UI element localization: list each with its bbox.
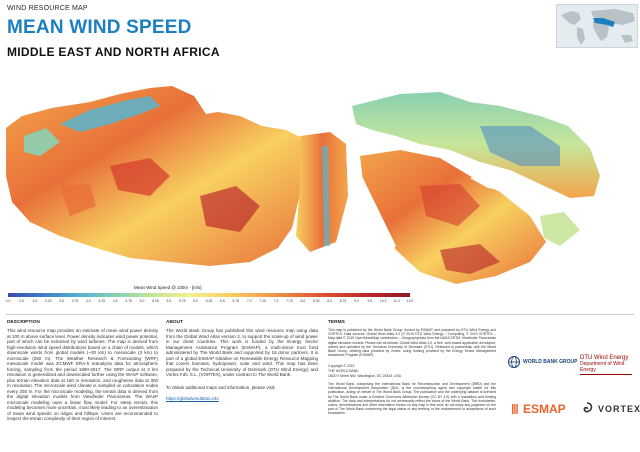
esmap-logo: ESMAP — [512, 402, 566, 416]
vortex-label: VORTEX — [598, 404, 640, 414]
legend-tick-label: 6.75 — [232, 299, 240, 303]
globe-icon — [508, 356, 520, 368]
legend-tick-label: 10.0 — [379, 299, 387, 303]
color-legend: Mean Wind Speed @ 100m - [m/s] 0.0 2.5 3.0… — [4, 285, 414, 307]
copyright: Copyright © 2019 — [328, 364, 355, 368]
legend-tick-label: 6.0 — [193, 299, 198, 303]
wind-speed-map — [0, 66, 640, 294]
legend-tick-label: 3.25 — [44, 299, 52, 303]
legend-tick-label: 11.0 — [393, 299, 400, 303]
legend-tick-label: 4.0 — [86, 299, 91, 303]
dtu-underline — [580, 374, 632, 375]
description-text: This wind resource map provides an estim… — [7, 328, 158, 421]
legend-tick-label: 3.0 — [32, 299, 38, 303]
org-line2: 1818 H Street NW, Washington, DC 20433, … — [328, 374, 401, 378]
legend-tick-label: 8.25 — [312, 299, 320, 303]
legend-tick-label: 8.5 — [327, 299, 332, 303]
dtu-logo: DTU Wind Energy Department of Wind Energ… — [580, 355, 640, 375]
dtu-line1: DTU Wind Energy — [580, 355, 629, 361]
legend-tick-label: 5.0 — [139, 299, 145, 303]
map-kicker: WIND RESOURCE MAP — [7, 5, 88, 12]
legend-tick-label: 6.5 — [220, 299, 225, 303]
vortex-swirl-icon — [583, 402, 593, 413]
vortex-logo: VORTEX — [580, 402, 640, 416]
legend-tick-label: 5.25 — [152, 299, 159, 303]
org-line1: THE WORLD BANK — [328, 369, 359, 373]
terms-heading: TERMS — [328, 320, 345, 325]
about-text: The World Bank Group has published this … — [166, 328, 318, 377]
world-bank-logo: WORLD BANK GROUP — [508, 356, 577, 368]
map-title: MEAN WIND SPEED — [7, 17, 192, 38]
atlas-link[interactable]: https://globalwindatlas.info — [166, 396, 219, 401]
legend-tick-label: 4.25 — [98, 299, 106, 303]
about-heading: ABOUT — [166, 320, 184, 325]
description-heading: DESCRIPTION — [7, 320, 40, 325]
terms-text: This map is published by the World Bank … — [328, 328, 496, 358]
legend-tick-label: 8.75 — [339, 299, 347, 303]
legend-title: Mean Wind Speed @ 100m - [m/s] — [134, 285, 202, 290]
about-more-info: To obtain additional maps and informatio… — [166, 385, 276, 390]
legend-tick-label: 3.5 — [59, 299, 64, 303]
legend-tick-label: 13.0 — [406, 299, 414, 303]
legend-tick-label: 4.5 — [112, 299, 118, 303]
esmap-bars-icon — [512, 404, 518, 414]
locator-inset-map — [556, 4, 638, 48]
legend-tick-label: 3.75 — [71, 299, 79, 303]
legend-tick-label: 9.5 — [367, 299, 373, 303]
esmap-label: ESMAP — [523, 402, 566, 416]
world-bank-label: WORLD BANK GROUP — [523, 359, 578, 365]
legend-tick-label: 7.5 — [273, 299, 279, 303]
legend-tick-label: 5.75 — [178, 299, 186, 303]
legend-tick-label: 4.75 — [125, 299, 132, 303]
divider — [6, 314, 634, 315]
legend-tick-label: 6.25 — [205, 299, 213, 303]
legend-ticks: 0.0 2.5 3.0 3.25 3.5 3.75 4.0 4.25 4.5 4.75 5.0 5.2… — [5, 299, 414, 305]
map-subtitle: MIDDLE EAST AND NORTH AFRICA — [7, 45, 220, 59]
legend-tick-label: 7.0 — [246, 299, 252, 303]
legend-tick-label: 7.75 — [286, 299, 293, 303]
legend-tick-label: 5.5 — [166, 299, 172, 303]
legend-color-bar — [8, 293, 410, 297]
disclaimer-text: The World Bank, comprising the Internati… — [328, 382, 496, 416]
legend-tick-label: 7.25 — [259, 299, 266, 303]
legend-tick-label: 2.5 — [19, 299, 24, 303]
legend-tick-label: 8.0 — [300, 299, 306, 303]
dtu-line2: Department of Wind Energy — [580, 361, 625, 373]
legend-tick-label: 0.0 — [5, 299, 11, 303]
legend-tick-label: 9.0 — [354, 299, 359, 303]
